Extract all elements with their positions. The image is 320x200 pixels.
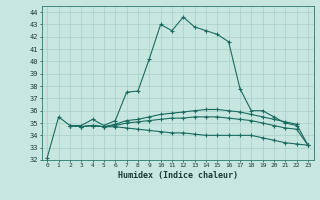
X-axis label: Humidex (Indice chaleur): Humidex (Indice chaleur) <box>118 171 237 180</box>
